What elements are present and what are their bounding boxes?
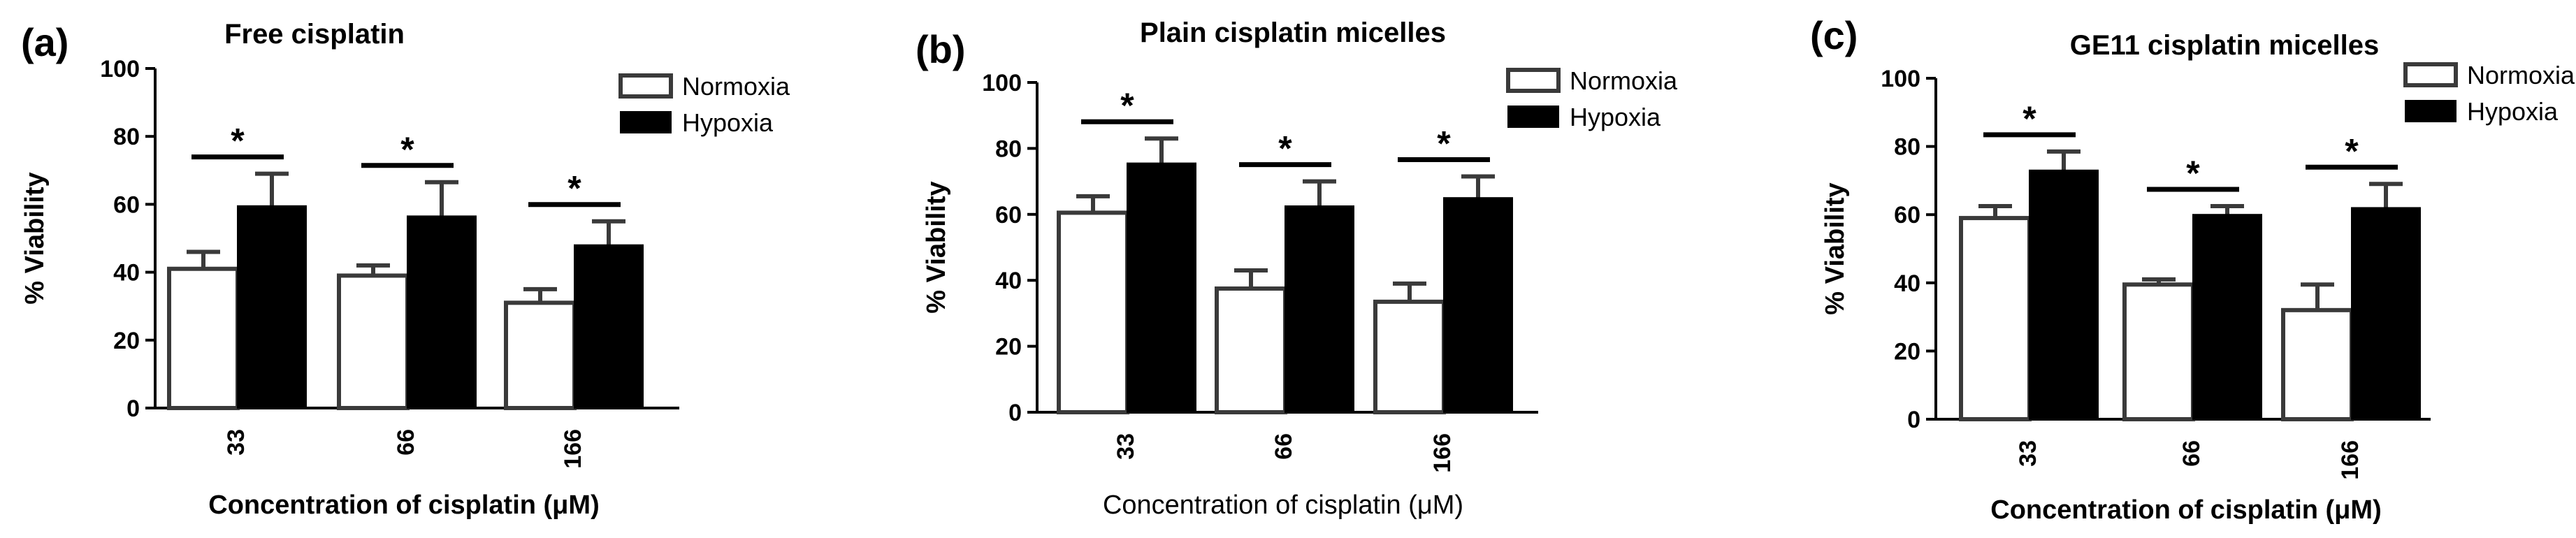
x-tick-label: 33 [2015, 440, 2041, 467]
legend: Normoxia Hypoxia [618, 72, 790, 137]
bar-hypoxia-33 [1127, 162, 1196, 413]
y-tick-label: 40 [113, 260, 140, 286]
panel-label: (c) [1810, 13, 1858, 57]
bar-normoxia-33 [1057, 210, 1129, 414]
bar-hypoxia-33 [2029, 169, 2099, 420]
significance-star: * [2345, 131, 2359, 170]
y-tick-label: 40 [995, 268, 1022, 294]
y-tick-label: 80 [113, 124, 140, 150]
y-tick-label: 80 [1894, 134, 1920, 161]
y-tick-label: 60 [1894, 202, 1920, 228]
legend: Normoxia Hypoxia [2403, 61, 2575, 126]
bar-hypoxia-166 [1443, 197, 1513, 413]
y-axis-title: % Viability [20, 172, 50, 304]
x-tick-label: 66 [1271, 433, 1297, 460]
y-axis-title: % Viability [922, 181, 951, 313]
panel-b: (b) Plain cisplatin micelles 0 20 40 60 80 100%… [916, 17, 1678, 520]
legend: Normoxia Hypoxia [1506, 66, 1678, 131]
bar-normoxia-166 [504, 300, 577, 410]
bar-normoxia-166 [1373, 299, 1446, 414]
x-tick-label: 166 [1429, 433, 1456, 473]
chart-title: Free cisplatin [224, 19, 405, 50]
y-tick-label: 0 [1008, 400, 1022, 426]
legend-swatch-normoxia [1506, 68, 1561, 93]
x-tick-label: 166 [2337, 440, 2364, 480]
significance-star: * [1278, 129, 1292, 168]
y-tick-label: 60 [995, 202, 1022, 228]
y-tick-label: 80 [995, 136, 1022, 162]
y-tick-label: 100 [982, 70, 1022, 96]
bar-hypoxia-66 [2192, 214, 2262, 420]
significance-star: * [2186, 154, 2200, 193]
x-tick-label: 33 [223, 429, 249, 456]
significance-star: * [2023, 99, 2036, 138]
legend-swatch-hypoxia [2405, 100, 2456, 122]
legend-label-hypoxia: Hypoxia [682, 108, 774, 137]
y-tick-label: 20 [1894, 338, 1920, 365]
y-tick-label: 40 [1894, 270, 1920, 297]
significance-star: * [567, 169, 581, 208]
legend-swatch-hypoxia [1507, 106, 1559, 128]
y-tick-label: 20 [995, 334, 1022, 361]
bar-hypoxia-33 [237, 205, 307, 409]
legend-label-hypoxia: Hypoxia [2467, 97, 2559, 126]
bar-hypoxia-66 [407, 215, 477, 409]
y-tick-label: 60 [113, 191, 140, 218]
x-axis-title: Concentration of cisplatin (μM) [1990, 495, 2381, 525]
legend-label-hypoxia: Hypoxia [1570, 103, 1661, 131]
bar-hypoxia-166 [2351, 207, 2421, 420]
x-tick-label: 66 [393, 429, 419, 456]
y-tick-label: 20 [113, 328, 140, 354]
x-tick-label: 66 [2178, 440, 2205, 467]
significance-star: * [1437, 124, 1451, 163]
legend-label-normoxia: Normoxia [1570, 66, 1678, 95]
legend-swatch-normoxia [618, 73, 673, 99]
y-axis-title: % Viability [1821, 182, 1850, 314]
bar-normoxia-166 [2281, 307, 2354, 421]
bar-normoxia-33 [167, 266, 240, 410]
chart-title: Plain cisplatin micelles [1140, 17, 1446, 48]
x-axis-title: Concentration of cisplatin (μM) [1103, 490, 1463, 520]
panel-a: (a) Free cisplatin 0 20 40 60 80 100 % Viability… [20, 19, 790, 520]
significance-star: * [1120, 86, 1134, 125]
legend-swatch-hypoxia [620, 111, 672, 133]
y-tick-label: 100 [1881, 66, 1920, 92]
significance-star: * [400, 130, 414, 169]
panel-label: (b) [916, 27, 966, 71]
bar-normoxia-33 [1959, 216, 2032, 421]
y-tick-label: 100 [100, 56, 140, 82]
chart-title: GE11 cisplatin micelles [2070, 30, 2379, 61]
panel-label: (a) [21, 20, 68, 64]
x-tick-label: 33 [1113, 433, 1139, 460]
legend-swatch-normoxia [2403, 62, 2458, 87]
y-tick-label: 0 [1907, 407, 1920, 433]
bar-hypoxia-66 [1285, 205, 1354, 413]
bar-hypoxia-166 [574, 244, 644, 409]
bar-normoxia-66 [337, 273, 410, 410]
legend-label-normoxia: Normoxia [682, 72, 790, 101]
panel-c: (c) GE11 cisplatin micelles 0 20 40 60 80 100 % … [1810, 13, 2575, 525]
legend-label-normoxia: Normoxia [2467, 61, 2575, 89]
bar-normoxia-66 [2122, 282, 2195, 421]
bar-normoxia-66 [1215, 286, 1287, 414]
x-axis-title: Concentration of cisplatin (μM) [208, 490, 599, 520]
x-tick-label: 166 [560, 429, 586, 469]
significance-star: * [231, 122, 245, 161]
y-tick-label: 0 [126, 395, 140, 422]
